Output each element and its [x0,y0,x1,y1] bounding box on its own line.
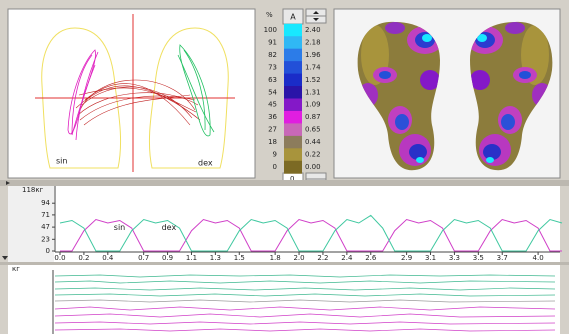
series-label: sin [114,223,125,232]
scale-value: 1.09 [305,101,321,109]
x-tick-label: 1.5 [234,254,245,262]
x-tick-label: 1.1 [186,254,197,262]
splitter[interactable] [0,262,569,265]
scale-band [284,36,302,49]
scale-value: 2.40 [305,26,321,34]
scroll-up[interactable] [306,173,326,179]
scale-value: 0.65 [305,126,321,134]
scale-percent: 54 [268,88,277,96]
x-tick-label: 4.0 [533,254,544,262]
scale-percent: 91 [268,38,277,46]
foot-label: dex [198,159,213,168]
collapse-arrow [2,256,8,260]
scale-value: 1.52 [305,76,321,84]
y-tick-label: 94 [41,199,50,207]
x-tick-label: 1.8 [270,254,281,262]
x-tick-label: 3.7 [497,254,508,262]
x-tick-label: 2.4 [341,254,353,262]
scale-band [284,99,302,112]
y-tick-label: 47 [41,223,50,231]
scale-band [284,86,302,99]
scale-value: 1.74 [305,63,321,71]
x-tick-label: 2.6 [365,254,377,262]
scale-band [284,24,302,37]
scale-percent: 45 [268,101,277,109]
scale-percent: 63 [268,76,277,84]
scale-value: 1.31 [305,88,321,96]
x-tick-label: 0.0 [54,254,65,262]
foot-label: sin [56,157,67,166]
scale-percent: 36 [268,113,277,121]
x-tick-label: 3.3 [449,254,460,262]
scale-percent: 0 [273,163,277,171]
scale-percent: 73 [268,63,277,71]
series-label: dex [162,223,177,232]
splitter[interactable] [0,180,569,186]
x-tick-label: 2.2 [317,254,328,262]
y-tick-label: 71 [41,211,50,219]
scale-percent: 82 [268,51,277,59]
scale-unit: % [266,11,273,19]
scale-value: 0.44 [305,138,321,146]
scale-band [284,49,302,62]
scale-percent: 18 [268,138,277,146]
x-tick-label: 2.9 [401,254,412,262]
app-window: sin dex % A 0 100 91 82 73 63 54 45 36 27 18 9 0 2.4… [0,0,569,334]
scale-percent: 9 [273,151,277,159]
scale-band [284,111,302,124]
x-tick-label: 0.2 [78,254,89,262]
x-tick-label: 3.1 [425,254,436,262]
page: { "top_panel": {"left_label": "sin", "ri… [0,0,569,334]
x-tick-label: 0.4 [102,254,114,262]
scale-value: 0.22 [305,151,321,159]
y-tick-label: 0 [46,247,50,255]
x-tick-label: 3.5 [473,254,484,262]
scale-band [284,136,302,149]
scale-value: 2.18 [305,38,321,46]
scale-value: 1.96 [305,51,321,59]
scale-band [284,123,302,136]
x-tick-label: 0.7 [138,254,149,262]
y-axis-label: 118кг [22,186,44,194]
trace-unit: кг [12,265,20,273]
scale-band [284,148,302,161]
scale-band [284,61,302,74]
scale-band [284,161,302,174]
scale-band [284,74,302,87]
x-tick-label: 0.9 [162,254,173,262]
scale-button-label[interactable]: A [290,13,296,22]
x-tick-label: 1.3 [210,254,221,262]
y-tick-label: 23 [41,235,50,243]
scale-percent: 27 [268,126,277,134]
scale-percent: 100 [264,26,277,34]
scale-value: 0.87 [305,113,321,121]
scale-value: 0.00 [305,163,321,171]
x-tick-label: 2.0 [293,254,304,262]
